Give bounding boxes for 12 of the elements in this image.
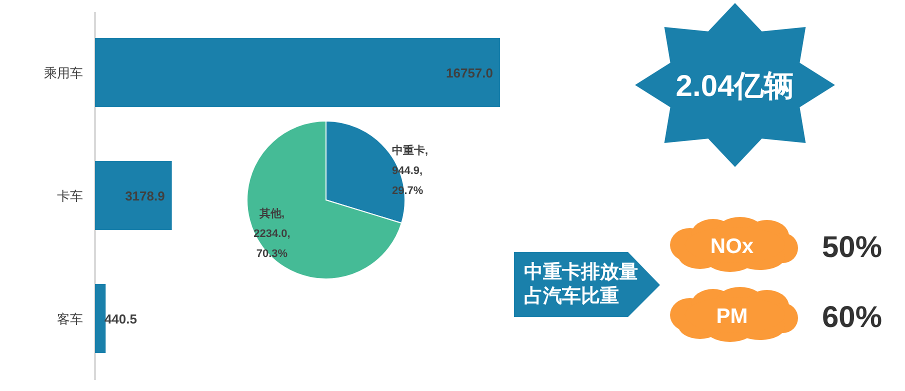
y-tick-label: 乘用车 bbox=[44, 66, 83, 80]
data-label: 16757.0 bbox=[446, 66, 493, 80]
data-label: 3178.9 bbox=[125, 188, 165, 204]
text: 60% bbox=[822, 301, 882, 334]
text: 2.04亿辆 bbox=[676, 70, 794, 103]
text: PM bbox=[716, 305, 748, 328]
text: 中重卡排放量 bbox=[524, 261, 638, 283]
text: 占汽车比重 bbox=[524, 285, 619, 307]
y-tick-label: 卡车 bbox=[57, 188, 83, 204]
y-tick-label: 客车 bbox=[57, 312, 83, 326]
text: 50% bbox=[822, 231, 882, 264]
text: NOx bbox=[710, 235, 754, 258]
